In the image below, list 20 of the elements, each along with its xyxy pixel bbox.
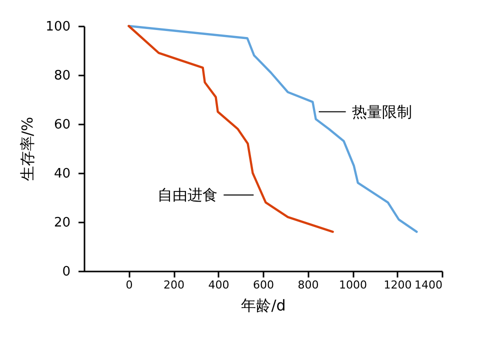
x-tick-label: 1200: [384, 278, 412, 292]
y-axis-title: 生存率/%: [18, 116, 37, 182]
y-tick-label: 0: [62, 264, 70, 280]
y-tick-label: 40: [54, 166, 70, 182]
x-tick-label: 600: [253, 278, 274, 292]
x-tick-label: 1400: [414, 278, 442, 292]
y-tick-label: 100: [46, 20, 70, 34]
x-tick-label: 400: [208, 278, 230, 292]
line-series: [128, 24, 334, 233]
annotation: 热量限制: [352, 102, 412, 121]
x-tick-label: 200: [164, 278, 184, 292]
y-tick-label: 20: [54, 216, 70, 230]
annotation: 自由进食: [158, 186, 218, 204]
x-axis-title: 年龄/d: [241, 296, 286, 314]
y-tick-label: 60: [54, 118, 70, 132]
line-series: [128, 24, 418, 233]
x-tick-label: 0: [126, 278, 133, 292]
x-tick-label: 1000: [339, 278, 367, 292]
y-tick-label: 80: [54, 68, 70, 84]
x-tick-label: 800: [298, 278, 319, 292]
